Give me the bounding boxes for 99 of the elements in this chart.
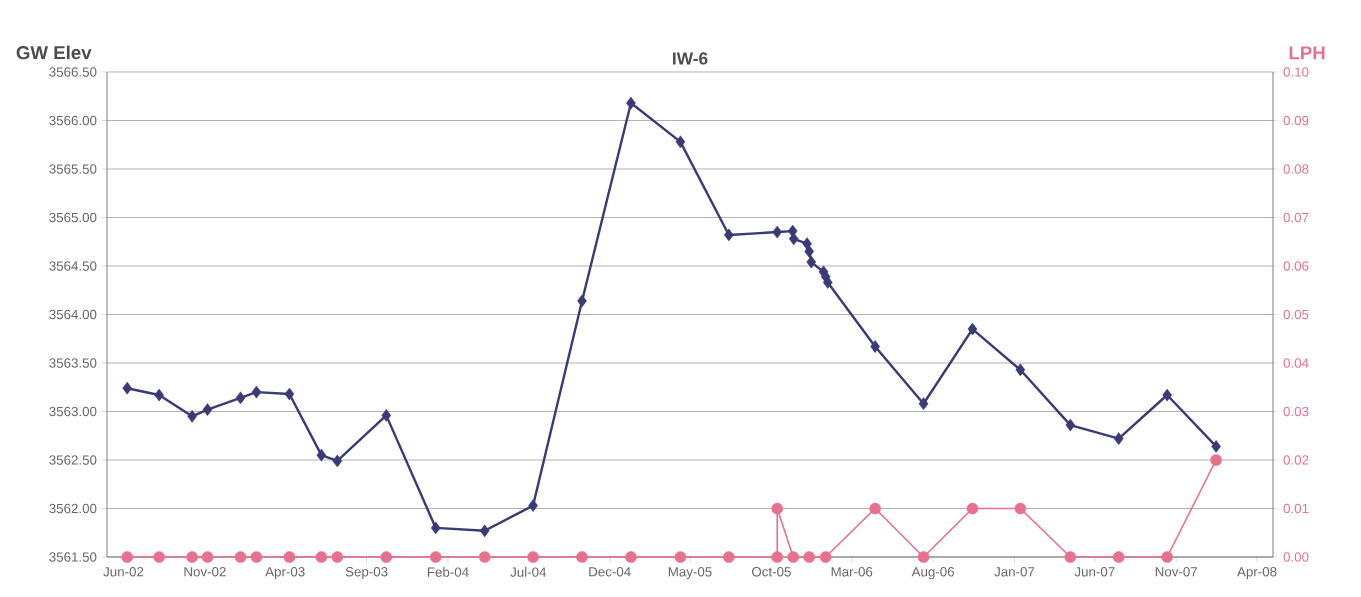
y2-tick-label: 0.05 bbox=[1283, 309, 1309, 320]
x-tick-label: Aug-06 bbox=[911, 567, 955, 580]
point bbox=[804, 245, 814, 258]
point bbox=[381, 409, 392, 422]
point bbox=[803, 551, 815, 563]
point bbox=[121, 551, 134, 563]
point bbox=[1162, 388, 1172, 402]
point bbox=[1113, 432, 1124, 445]
point bbox=[674, 551, 687, 563]
x-tick-label: Sep-03 bbox=[345, 567, 388, 580]
point bbox=[528, 499, 538, 512]
point bbox=[966, 502, 979, 515]
point bbox=[1161, 551, 1173, 563]
x-tick-label: Jun-07 bbox=[1074, 567, 1115, 577]
x-tick-label: Jul-04 bbox=[510, 567, 547, 577]
y-tick-label: 3565.00 bbox=[49, 212, 97, 223]
y2-tick-label: 0.02 bbox=[1283, 455, 1309, 465]
point bbox=[430, 521, 441, 535]
y2-tick-label: 0.04 bbox=[1283, 358, 1309, 368]
x-tick-label: Jun-02 bbox=[103, 567, 144, 577]
point bbox=[1065, 418, 1076, 432]
point bbox=[577, 294, 587, 308]
point bbox=[202, 403, 213, 416]
point bbox=[771, 502, 784, 515]
point bbox=[724, 228, 734, 242]
y-tick-label: 3562.50 bbox=[49, 455, 97, 465]
point bbox=[1015, 363, 1026, 377]
point bbox=[122, 381, 133, 395]
point bbox=[234, 551, 247, 563]
y-tick-label: 3564.00 bbox=[49, 309, 97, 320]
point bbox=[331, 551, 344, 563]
point bbox=[675, 135, 686, 149]
point bbox=[1014, 502, 1027, 515]
y2-tick-label: 0.00 bbox=[1283, 552, 1309, 562]
point bbox=[153, 551, 165, 563]
point bbox=[186, 551, 198, 563]
point bbox=[625, 551, 637, 563]
y2-tick-label: 0.03 bbox=[1283, 406, 1309, 417]
point bbox=[479, 524, 490, 538]
y-axis-title: GW Elev bbox=[16, 45, 92, 60]
y-tick-label: 3563.50 bbox=[49, 358, 97, 368]
point bbox=[1112, 551, 1125, 563]
point bbox=[917, 551, 930, 563]
y2-axis-title: LPH bbox=[1289, 46, 1325, 60]
point bbox=[967, 322, 978, 336]
y-tick-label: 3563.00 bbox=[49, 406, 97, 417]
point bbox=[332, 454, 343, 468]
point bbox=[1064, 551, 1077, 563]
point bbox=[380, 551, 393, 563]
point bbox=[1210, 454, 1222, 466]
x-tick-label: Nov-02 bbox=[184, 567, 226, 577]
x-tick-label: Feb-04 bbox=[427, 567, 469, 577]
point bbox=[869, 502, 881, 515]
point bbox=[283, 551, 296, 563]
y-tick-label: 3565.50 bbox=[49, 164, 97, 174]
point bbox=[787, 551, 799, 563]
point bbox=[316, 448, 327, 462]
point bbox=[251, 385, 262, 399]
x-tick-label: Dec-04 bbox=[589, 567, 631, 577]
chart-title: IW-6 bbox=[673, 52, 708, 65]
x-tick-label: Apr-03 bbox=[265, 567, 305, 580]
point bbox=[527, 551, 539, 563]
point bbox=[576, 551, 588, 563]
point bbox=[772, 225, 783, 239]
point bbox=[478, 551, 491, 563]
point bbox=[1211, 440, 1221, 453]
point bbox=[626, 96, 636, 110]
y2-tick-label: 0.01 bbox=[1283, 503, 1309, 514]
point bbox=[771, 551, 784, 563]
point bbox=[284, 387, 295, 401]
point bbox=[806, 255, 817, 269]
y2-tick-label: 0.06 bbox=[1283, 261, 1309, 271]
x-tick-label: Nov-07 bbox=[1155, 567, 1198, 577]
point bbox=[250, 551, 263, 563]
point bbox=[819, 551, 832, 563]
x-tick-label: May-05 bbox=[668, 567, 712, 580]
x-tick-label: Jan-07 bbox=[994, 567, 1035, 577]
x-tick-label: Apr-08 bbox=[1237, 567, 1277, 580]
y-tick-label: 3564.50 bbox=[49, 261, 97, 271]
point bbox=[429, 551, 442, 563]
y-tick-label: 3566.50 bbox=[49, 67, 97, 77]
y-tick-label: 3566.00 bbox=[49, 115, 97, 126]
y2-tick-label: 0.07 bbox=[1283, 212, 1309, 223]
x-tick-label: Oct-05 bbox=[752, 567, 791, 577]
point bbox=[315, 551, 328, 563]
point bbox=[723, 551, 735, 563]
y2-tick-label: 0.10 bbox=[1283, 67, 1309, 77]
point bbox=[201, 551, 214, 563]
point bbox=[154, 388, 164, 402]
y2-tick-label: 0.08 bbox=[1283, 164, 1309, 174]
point bbox=[918, 397, 929, 411]
point bbox=[870, 340, 880, 353]
point bbox=[235, 391, 246, 405]
y-tick-label: 3561.50 bbox=[49, 552, 97, 562]
point bbox=[187, 410, 197, 423]
point bbox=[788, 232, 799, 246]
y-tick-label: 3562.00 bbox=[49, 503, 97, 514]
x-tick-label: Mar-06 bbox=[831, 567, 873, 577]
y2-tick-label: 0.09 bbox=[1283, 115, 1309, 126]
